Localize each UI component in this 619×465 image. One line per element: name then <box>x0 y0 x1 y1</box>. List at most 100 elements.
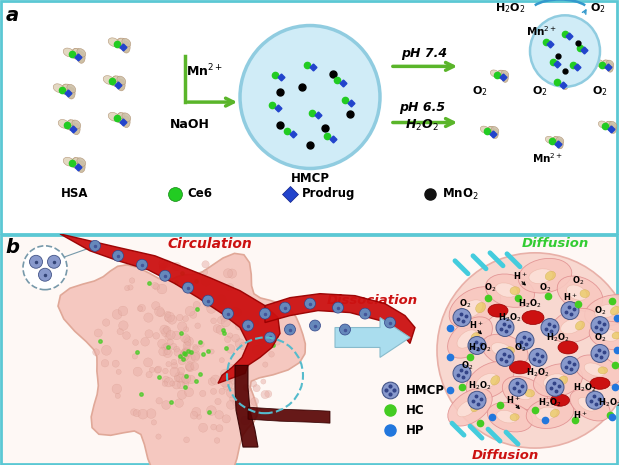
Circle shape <box>226 345 235 353</box>
Circle shape <box>215 399 221 405</box>
Text: H$_2$O$_2$: H$_2$O$_2$ <box>599 397 619 410</box>
Circle shape <box>202 261 209 268</box>
Ellipse shape <box>109 79 119 86</box>
Circle shape <box>214 438 220 443</box>
Circle shape <box>208 378 216 385</box>
Ellipse shape <box>553 59 558 62</box>
Circle shape <box>332 302 344 313</box>
Ellipse shape <box>607 60 614 67</box>
Circle shape <box>181 334 189 343</box>
Ellipse shape <box>62 84 70 90</box>
Circle shape <box>137 306 142 311</box>
Circle shape <box>250 381 257 387</box>
Text: a: a <box>6 6 19 25</box>
Ellipse shape <box>448 388 492 426</box>
Circle shape <box>167 331 175 339</box>
Circle shape <box>210 375 220 385</box>
Text: O$_2$: O$_2$ <box>592 84 608 98</box>
Ellipse shape <box>117 113 124 123</box>
Text: O$_2$: O$_2$ <box>590 1 606 15</box>
Ellipse shape <box>117 113 125 119</box>
Circle shape <box>177 390 186 399</box>
Ellipse shape <box>583 46 588 53</box>
Ellipse shape <box>108 38 119 46</box>
Text: O$_2$: O$_2$ <box>484 281 496 294</box>
Ellipse shape <box>339 95 347 103</box>
Text: H$^+$: H$^+$ <box>563 292 578 304</box>
Circle shape <box>186 363 193 371</box>
Circle shape <box>138 409 148 419</box>
Circle shape <box>217 316 225 324</box>
Text: H$_2$O$_2$: H$_2$O$_2$ <box>498 312 522 324</box>
Ellipse shape <box>280 126 289 133</box>
Ellipse shape <box>69 51 79 58</box>
Ellipse shape <box>604 123 611 129</box>
Circle shape <box>30 255 43 268</box>
Ellipse shape <box>599 121 607 128</box>
Ellipse shape <box>77 52 85 63</box>
Ellipse shape <box>501 70 509 77</box>
Circle shape <box>181 376 189 384</box>
Circle shape <box>204 299 212 307</box>
Ellipse shape <box>485 274 534 307</box>
Ellipse shape <box>103 76 114 84</box>
Ellipse shape <box>555 80 563 86</box>
Circle shape <box>144 358 153 367</box>
Ellipse shape <box>487 126 494 131</box>
Ellipse shape <box>449 287 501 328</box>
Ellipse shape <box>561 78 569 85</box>
Circle shape <box>123 332 131 339</box>
Circle shape <box>529 348 547 366</box>
Ellipse shape <box>602 60 609 65</box>
Polygon shape <box>335 318 410 358</box>
Ellipse shape <box>600 62 608 68</box>
Ellipse shape <box>313 108 319 117</box>
Text: pH 6.5: pH 6.5 <box>399 101 445 114</box>
Ellipse shape <box>277 101 284 108</box>
Circle shape <box>137 259 147 270</box>
Circle shape <box>216 425 223 432</box>
Ellipse shape <box>576 64 581 71</box>
Text: H$_2$O$_2$: H$_2$O$_2$ <box>469 341 491 354</box>
Ellipse shape <box>612 332 619 339</box>
Text: H$^+$: H$^+$ <box>469 320 483 332</box>
Ellipse shape <box>565 31 569 38</box>
Circle shape <box>151 420 157 425</box>
Text: H$_2$O$_2$: H$_2$O$_2$ <box>573 381 597 393</box>
Circle shape <box>152 302 160 310</box>
Circle shape <box>144 313 153 322</box>
Circle shape <box>237 371 246 379</box>
Text: O$_2$: O$_2$ <box>514 341 526 354</box>
Circle shape <box>174 375 180 381</box>
Circle shape <box>183 381 189 387</box>
Ellipse shape <box>526 398 574 428</box>
Text: Dissociation: Dissociation <box>326 294 418 307</box>
Ellipse shape <box>325 133 333 140</box>
Ellipse shape <box>610 124 617 133</box>
Ellipse shape <box>543 374 565 388</box>
Circle shape <box>225 336 231 343</box>
Ellipse shape <box>502 73 508 82</box>
Circle shape <box>468 337 486 354</box>
Ellipse shape <box>310 110 318 116</box>
Circle shape <box>48 255 61 268</box>
Circle shape <box>152 282 158 289</box>
Ellipse shape <box>490 70 500 77</box>
Circle shape <box>170 367 180 377</box>
Circle shape <box>38 268 51 281</box>
Ellipse shape <box>482 334 528 367</box>
Circle shape <box>181 350 188 357</box>
Ellipse shape <box>580 44 584 51</box>
Circle shape <box>193 301 200 308</box>
Circle shape <box>138 304 145 312</box>
Ellipse shape <box>112 76 119 86</box>
Ellipse shape <box>269 70 277 77</box>
Ellipse shape <box>545 271 555 280</box>
Circle shape <box>159 265 165 272</box>
Circle shape <box>217 295 226 304</box>
Circle shape <box>265 390 272 398</box>
Ellipse shape <box>573 62 578 66</box>
Ellipse shape <box>72 123 80 135</box>
Ellipse shape <box>300 60 310 67</box>
Circle shape <box>243 385 249 391</box>
